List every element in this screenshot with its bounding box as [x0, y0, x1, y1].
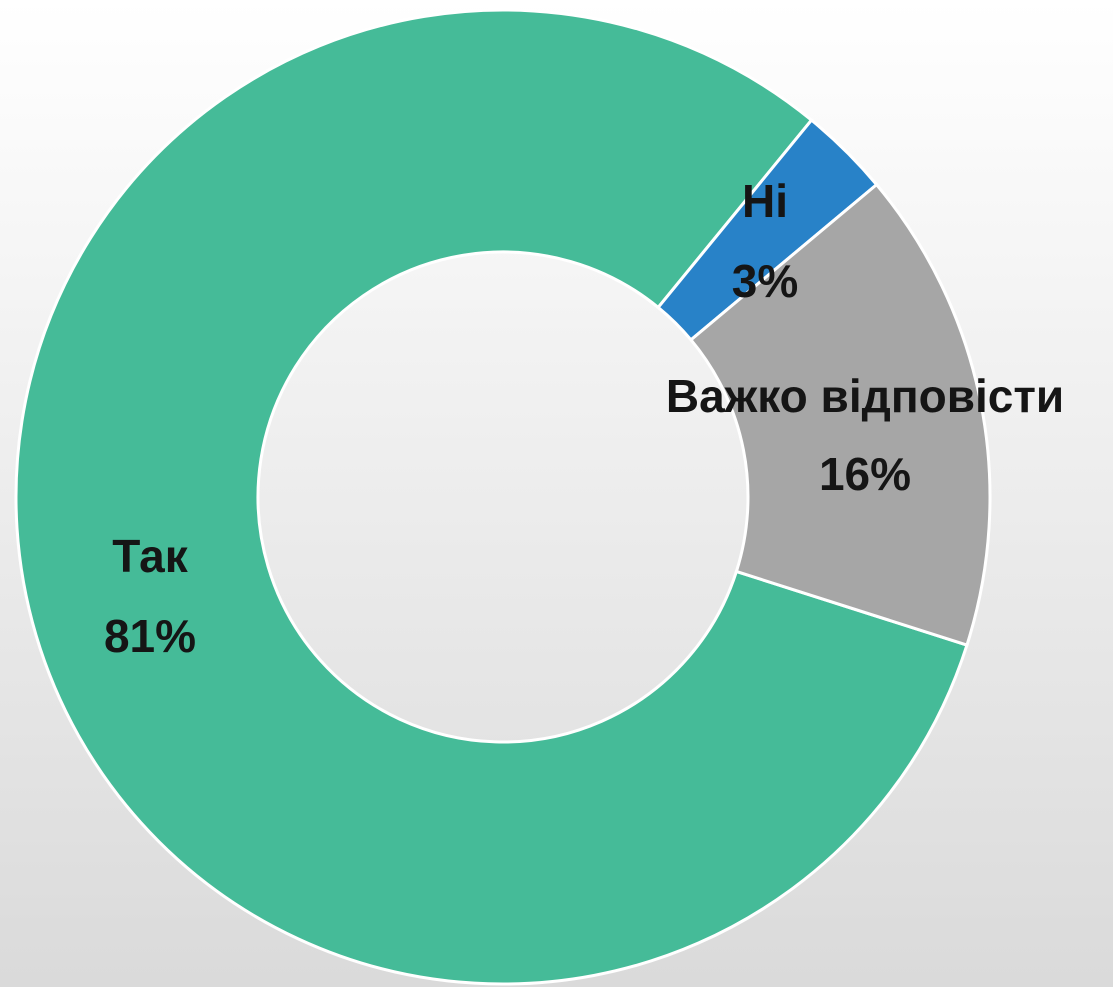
slice-label: Так [112, 530, 189, 582]
slice-label: Важко відповісти [666, 370, 1064, 422]
slice-label: Ні [742, 175, 788, 227]
donut-slice [688, 182, 992, 647]
slice-value-label: 81% [104, 610, 196, 662]
slice-value-label: 3% [732, 255, 798, 307]
slice-value-label: 16% [819, 448, 911, 500]
donut-slice [14, 8, 969, 986]
